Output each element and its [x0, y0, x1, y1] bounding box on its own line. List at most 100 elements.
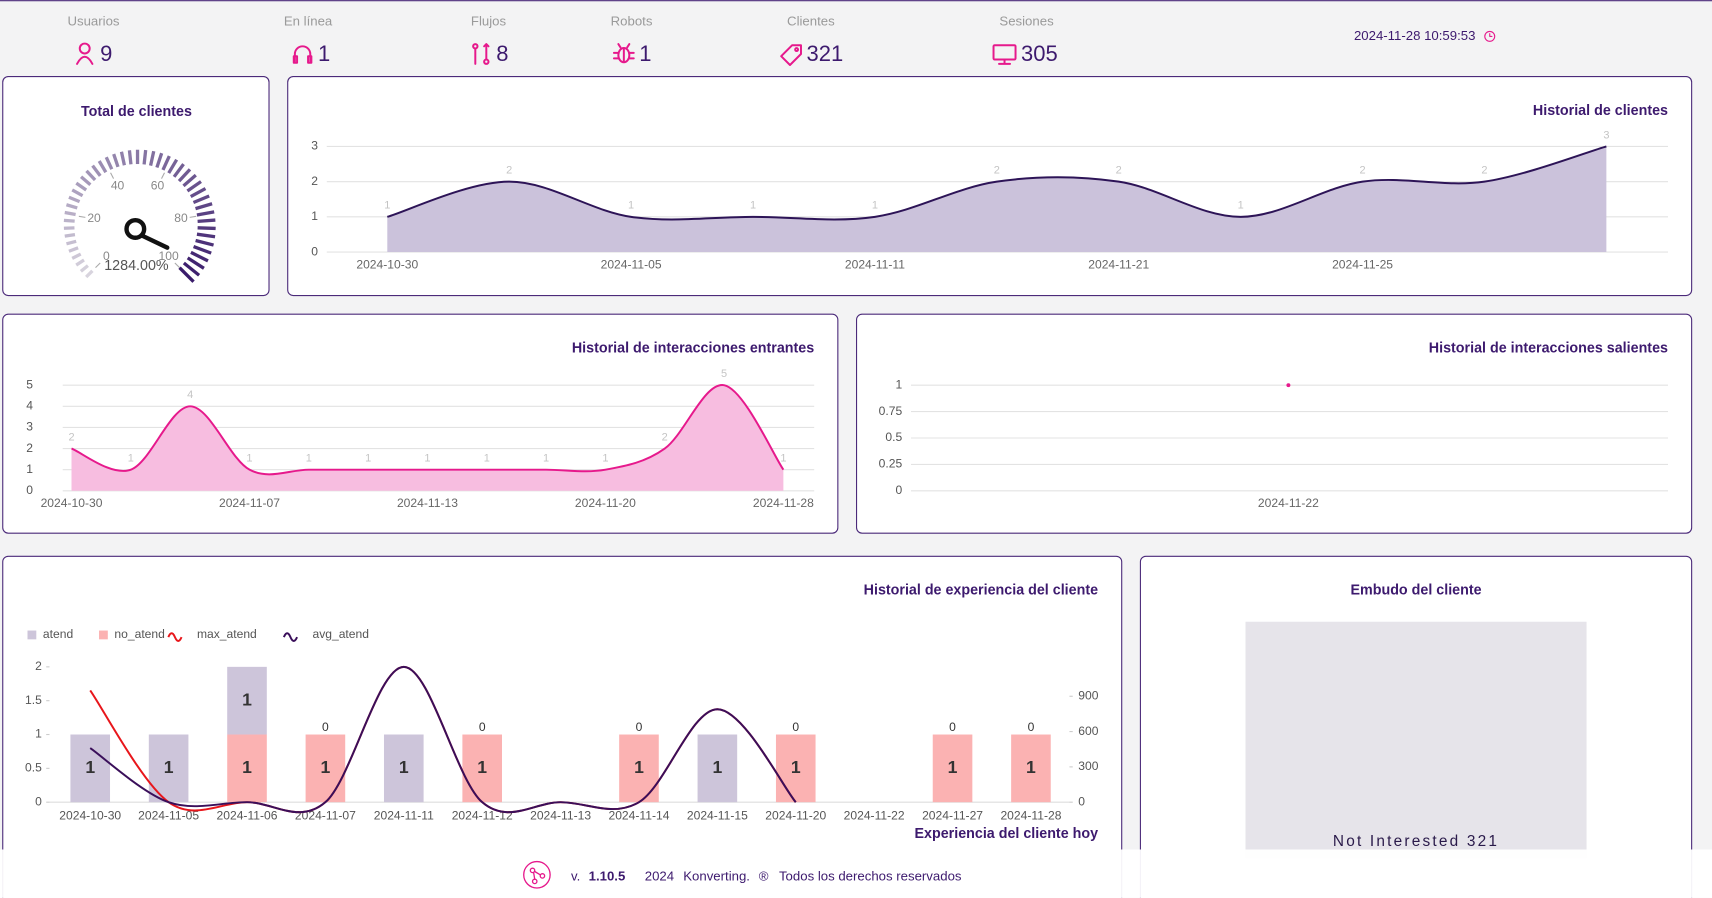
gauge-segment: [71, 188, 84, 198]
data-label: 2: [1481, 165, 1487, 177]
legend-label: no_atend: [114, 627, 164, 641]
legend-label: atend: [43, 627, 73, 641]
data-label: 2: [506, 165, 512, 177]
legend-swatch: [27, 630, 37, 640]
y-tick-label: 0.75: [879, 404, 903, 418]
y-tick-label: 0: [26, 483, 33, 497]
stat-label: Usuarios: [67, 14, 119, 29]
legend-swatch: [99, 630, 108, 640]
funnel-stage: [1245, 621, 1587, 859]
data-label: 1: [128, 453, 134, 465]
y-tick-label: 3: [26, 420, 33, 434]
gauge-segment: [112, 153, 120, 168]
year: 2024: [645, 868, 674, 883]
bar-label: 0: [1028, 720, 1035, 734]
incoming-title: Historial de interacciones entrantes: [572, 341, 814, 357]
gauge-segment: [197, 218, 216, 223]
stat-label: Sesiones: [999, 14, 1054, 29]
data-label: 1: [484, 453, 490, 465]
timestamp: 2024-11-28 10:59:53: [1354, 28, 1475, 43]
funnel-title: Embudo del cliente: [1350, 583, 1481, 599]
area-fill: [71, 385, 784, 491]
gauge-segment: [148, 150, 156, 166]
bar-label: 0: [636, 720, 643, 734]
gauge-segment: [186, 256, 205, 270]
line: [387, 145, 1607, 221]
x-tick-label: 2024-11-27: [922, 809, 983, 823]
y2-tick-label: 300: [1078, 759, 1098, 773]
data-label: 1: [872, 200, 878, 212]
x-tick-label: 2024-11-21: [1088, 257, 1149, 271]
bar-label: 1: [399, 757, 409, 777]
data-label: 1: [424, 453, 430, 465]
y-tick-label: 1.5: [25, 693, 42, 707]
y-tick-label: 0.5: [885, 430, 902, 444]
y-tick-label: 4: [26, 399, 33, 413]
bar: [227, 734, 267, 803]
bar-label: 1: [85, 757, 95, 777]
gauge-tick: [95, 262, 101, 269]
data-label: 1: [246, 453, 252, 465]
bar: [462, 734, 502, 803]
data-label: 2: [68, 431, 74, 443]
bar: [383, 734, 424, 803]
clients-icon: [780, 44, 802, 67]
y-tick-label: 1: [35, 727, 42, 741]
stat-value: 1: [639, 41, 651, 66]
gauge-segment: [75, 181, 88, 192]
y-tick-label: 0.5: [25, 761, 42, 775]
x-tick-label: 2024-11-15: [687, 809, 748, 823]
gauge-segment: [192, 194, 210, 205]
bar-label: 1: [321, 757, 331, 777]
gauge-segment: [172, 163, 185, 178]
x-tick-label: 2024-10-30: [59, 809, 121, 823]
gauge-segment: [196, 232, 216, 239]
bar-label: 1: [634, 757, 644, 777]
gauge-tick-label: 60: [151, 179, 165, 193]
y-tick-label: 0.25: [879, 457, 903, 471]
y2-tick-label: 0: [1078, 794, 1085, 808]
gauge-tick-label: 80: [174, 211, 188, 225]
x-tick-label: 2024-11-11: [845, 257, 905, 271]
bar-label: 0: [479, 720, 486, 734]
gauge-segment: [192, 245, 212, 255]
gauge-tick: [161, 172, 165, 179]
gauge-segment: [68, 246, 79, 253]
clock-icon: [1484, 30, 1496, 42]
gauge-segment: [85, 269, 94, 279]
gauge-tick: [78, 215, 86, 218]
data-label: 4: [187, 389, 193, 401]
gauge-needle: [124, 217, 170, 250]
y-tick-label: 1: [895, 377, 902, 391]
gauge-tick-label: 0: [103, 249, 110, 263]
stat-value: 305: [1021, 41, 1058, 66]
stat-label: Flujos: [471, 14, 507, 29]
bar: [775, 734, 816, 803]
bar: [697, 734, 738, 803]
stat-label: En línea: [284, 14, 333, 29]
gauge-segment: [155, 152, 164, 168]
gauge-segment: [127, 150, 133, 165]
x-tick-label: 2024-10-30: [356, 257, 418, 271]
gauge-segment: [178, 266, 195, 283]
gauge-segment: [167, 158, 179, 174]
data-label: 2: [1116, 165, 1122, 177]
outgoing-card: [856, 313, 1693, 534]
bar-label: 0: [949, 720, 956, 734]
x-tick-label: 2024-11-22: [844, 809, 905, 823]
gauge-segment: [66, 239, 77, 246]
data-label: 1: [1238, 200, 1244, 212]
bar-label: 1: [1026, 757, 1036, 777]
version: 1.10.5: [589, 868, 626, 883]
bar-label: 0: [792, 720, 799, 734]
stat-value: 9: [100, 41, 112, 66]
stat-label: Robots: [611, 14, 653, 29]
data-label: 3: [1603, 129, 1609, 141]
version-prefix: v.: [571, 868, 580, 883]
stat-label: Clientes: [787, 14, 835, 29]
users-icon: [76, 42, 94, 65]
x-tick-label: 2024-11-13: [397, 496, 458, 510]
footer: [0, 849, 1712, 898]
experience-title: Historial de experiencia del cliente: [864, 583, 1098, 599]
